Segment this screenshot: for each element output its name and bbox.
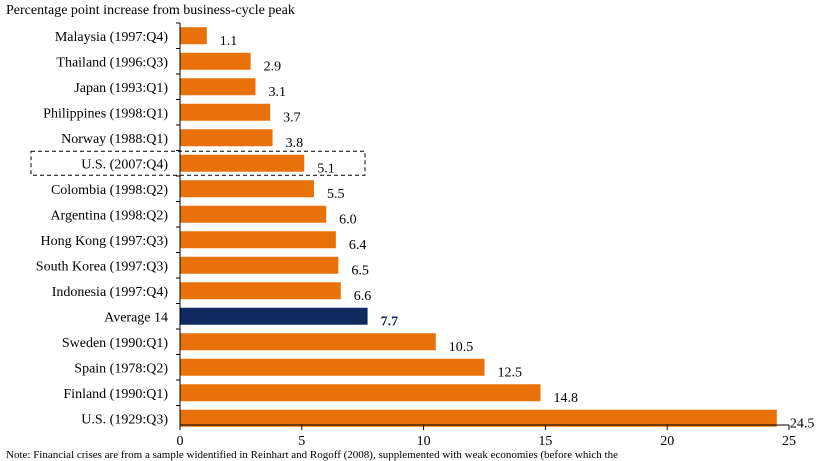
x-tick-label: 15 — [538, 434, 552, 449]
category-label: Spain (1978:Q2) — [74, 361, 168, 376]
x-tick-label: 10 — [417, 434, 431, 449]
category-label: U.S. (1929:Q3) — [81, 412, 168, 427]
category-label: Thailand (1996:Q3) — [56, 55, 168, 70]
bar — [180, 256, 339, 274]
x-tick-label: 0 — [177, 434, 184, 449]
bar-chart: Malaysia (1997:Q4) 1.1 Thailand (1996:Q3) 2… — [30, 22, 815, 449]
bar — [180, 384, 541, 402]
category-label: U.S. (2007:Q4) — [81, 157, 168, 172]
bar — [180, 282, 341, 300]
value-label: 6.4 — [349, 238, 367, 253]
bar — [180, 129, 273, 147]
bar — [180, 154, 305, 172]
bar — [180, 409, 777, 427]
category-label: Sweden (1990:Q1) — [62, 336, 168, 351]
value-label: 3.1 — [269, 85, 287, 100]
category-label: Malaysia (1997:Q4) — [55, 30, 168, 45]
chart-subtitle: Percentage point increase from business-… — [6, 3, 295, 18]
category-label: Japan (1993:Q1) — [74, 81, 168, 96]
bar — [180, 78, 256, 96]
value-label: 3.8 — [286, 136, 304, 151]
bar — [180, 205, 327, 223]
x-tick-label: 5 — [298, 434, 305, 449]
value-label: 14.8 — [554, 391, 579, 406]
value-label: 5.5 — [327, 187, 345, 202]
category-label: Norway (1988:Q1) — [61, 132, 168, 147]
bar — [180, 358, 485, 376]
category-label: Hong Kong (1997:Q3) — [40, 234, 168, 249]
bar — [180, 27, 207, 45]
category-label: Philippines (1998:Q1) — [43, 106, 168, 121]
bar — [180, 103, 271, 121]
value-label: 10.5 — [449, 340, 474, 355]
x-tick-label: 20 — [660, 434, 674, 449]
bar — [180, 307, 368, 325]
bar — [180, 52, 251, 70]
category-label: South Korea (1997:Q3) — [36, 259, 169, 274]
category-label: Colombia (1998:Q2) — [51, 183, 168, 198]
value-label: 24.5 — [790, 416, 815, 431]
bar — [180, 333, 436, 351]
value-label: 3.7 — [283, 110, 301, 125]
x-tick-label: 25 — [782, 434, 796, 449]
category-label: Argentina (1998:Q2) — [50, 208, 168, 223]
value-label: 6.5 — [351, 263, 369, 278]
value-label: 1.1 — [220, 34, 238, 49]
highlight-box — [30, 150, 366, 176]
category-label: Indonesia (1997:Q4) — [52, 285, 169, 300]
value-label: 12.5 — [498, 365, 523, 380]
value-label: 7.7 — [381, 314, 399, 329]
chart-note: Note: Financial crises are from a sample… — [6, 449, 618, 461]
category-label: Finland (1990:Q1) — [63, 387, 168, 402]
bar — [180, 180, 314, 198]
value-label: 5.1 — [317, 161, 335, 176]
value-label: 6.6 — [354, 289, 372, 304]
bar — [180, 231, 336, 249]
value-label: 2.9 — [264, 59, 282, 74]
category-label: Average 14 — [104, 310, 168, 325]
value-label: 6.0 — [339, 212, 357, 227]
